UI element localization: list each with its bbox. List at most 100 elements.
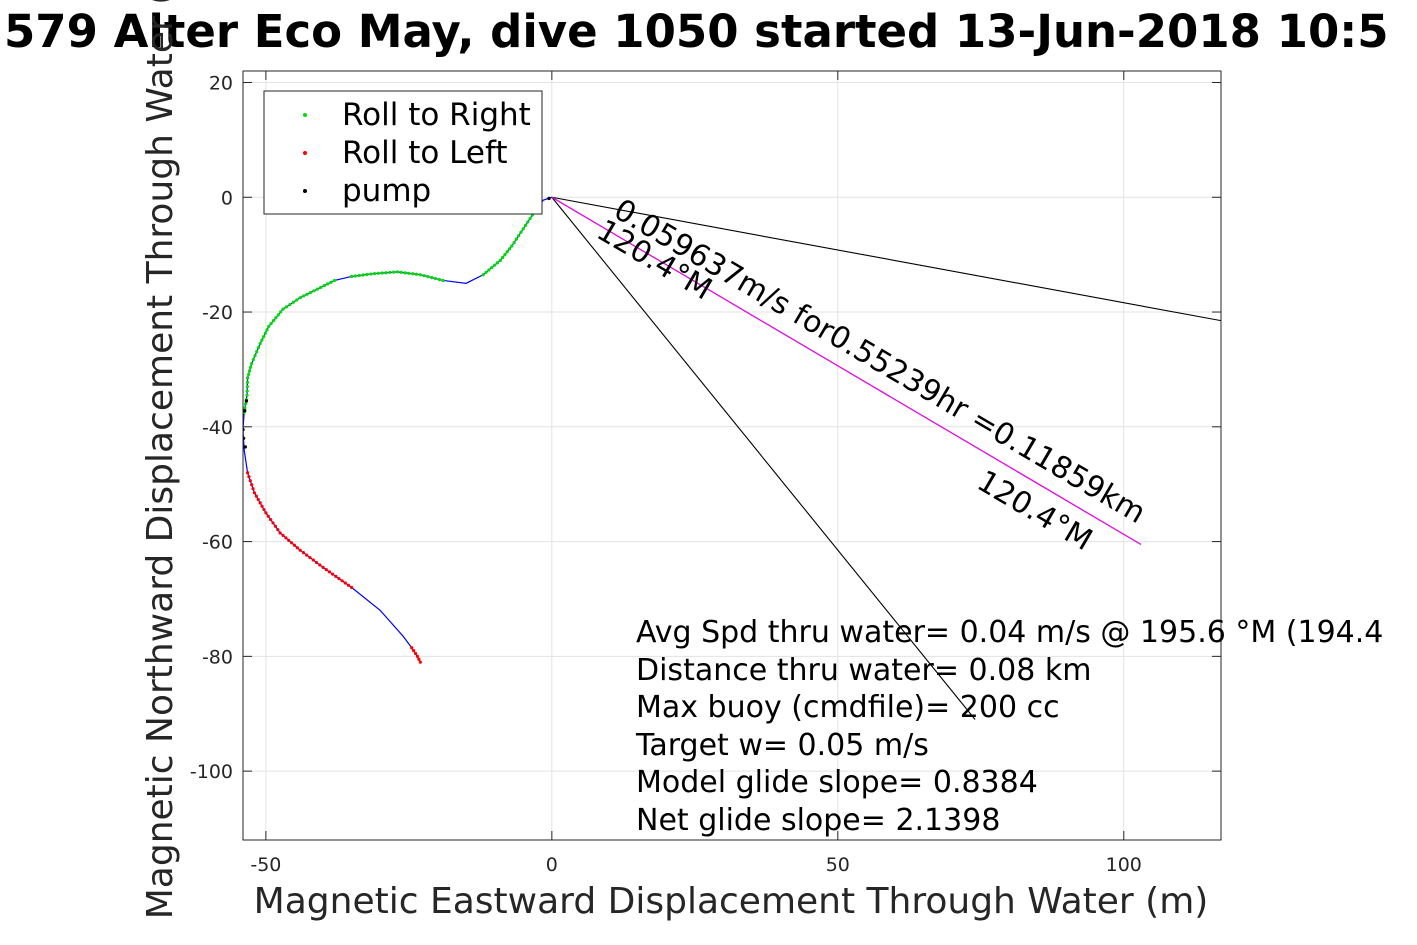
- roll-to-right-point: [484, 270, 488, 274]
- roll-to-right-point: [388, 270, 392, 275]
- reference-line: [551, 196, 1221, 322]
- stat-distance: Distance thru water= 0.08 km: [636, 653, 1091, 688]
- roll-to-left-point: [324, 568, 328, 572]
- stat-net-glide: Net glide slope= 2.1398: [636, 803, 1000, 838]
- legend: Roll to Right Roll to Left pump: [263, 90, 543, 215]
- roll-to-right-point: [510, 244, 514, 248]
- roll-to-right-point: [528, 216, 532, 221]
- roll-to-right-point: [505, 250, 509, 254]
- roll-to-left-point: [350, 585, 354, 590]
- plot-frame: [242, 70, 1222, 841]
- roll-to-right-point: [487, 268, 491, 272]
- roll-to-left-point: [273, 524, 278, 528]
- roll-to-right-point: [291, 300, 295, 304]
- roll-to-right-point: [380, 271, 384, 275]
- roll-to-left-point: [321, 565, 325, 570]
- roll-to-right-point: [295, 298, 299, 302]
- legend-label-roll-right: Roll to Right: [342, 97, 531, 133]
- roll-to-left-point: [331, 572, 335, 576]
- roll-to-right-point: [243, 402, 248, 406]
- roll-to-left-point: [415, 654, 420, 658]
- legend-marker-roll-left: [303, 151, 307, 155]
- stat-max-buoy: Max buoy (cmdfile)= 200 cc: [636, 690, 1060, 725]
- pump-point: [547, 196, 551, 201]
- roll-to-right-point: [357, 273, 361, 278]
- roll-to-right-point: [269, 321, 273, 326]
- legend-label-roll-left: Roll to Left: [342, 135, 508, 171]
- y-tick-label: -40: [202, 417, 233, 439]
- pump-point: [244, 399, 249, 403]
- roll-to-right-point: [501, 255, 505, 260]
- reference-line: [551, 196, 1142, 545]
- roll-to-right-point: [433, 276, 438, 281]
- roll-to-right-point: [399, 270, 403, 274]
- roll-to-right-point: [247, 369, 252, 373]
- y-tick-label: -20: [202, 302, 233, 324]
- roll-to-left-point: [276, 528, 280, 532]
- roll-to-left-point: [418, 660, 422, 664]
- roll-to-right-point: [322, 284, 326, 288]
- roll-to-left-point: [343, 581, 347, 585]
- roll-to-right-point: [526, 220, 530, 224]
- roll-to-left-point: [412, 649, 416, 653]
- roll-to-left-point: [278, 531, 282, 535]
- roll-to-right-point: [498, 258, 502, 262]
- roll-to-left-point: [346, 583, 351, 587]
- roll-to-right-point: [329, 280, 333, 284]
- roll-to-left-point: [260, 504, 264, 508]
- roll-to-left-point: [258, 501, 262, 505]
- roll-to-right-point: [271, 319, 276, 323]
- roll-to-left-point: [311, 558, 315, 562]
- roll-to-left-point: [308, 555, 312, 560]
- roll-to-left-point: [292, 543, 297, 547]
- roll-to-left-point: [295, 546, 299, 550]
- x-tick-label: 0: [546, 854, 558, 876]
- roll-to-right-point: [312, 289, 316, 293]
- roll-to-left-point: [318, 563, 322, 567]
- roll-to-right-point: [274, 316, 278, 320]
- roll-to-left-point: [264, 511, 268, 515]
- roll-to-right-point: [365, 272, 369, 277]
- roll-to-left-point: [271, 521, 275, 525]
- roll-to-right-point: [426, 275, 430, 279]
- legend-box: [263, 90, 543, 215]
- roll-to-right-point: [376, 271, 380, 275]
- pump-point: [243, 445, 247, 449]
- roll-to-left-point: [417, 657, 421, 661]
- stat-model-glide: Model glide slope= 0.8384: [636, 765, 1038, 800]
- roll-to-left-point: [410, 646, 414, 650]
- roll-to-left-point: [327, 570, 332, 574]
- y-tick-label: 0: [221, 187, 233, 209]
- roll-to-left-point: [314, 560, 319, 565]
- roll-to-right-point: [251, 358, 255, 362]
- roll-to-left-point: [301, 551, 306, 555]
- roll-to-right-point: [245, 385, 249, 389]
- roll-to-right-point: [288, 302, 292, 307]
- stats-block: Avg Spd thru water= 0.04 m/s @ 195.6 °M …: [635, 615, 1383, 838]
- roll-to-left-point: [298, 548, 302, 552]
- reference-lines: [551, 196, 1221, 720]
- roll-to-right-point: [407, 271, 411, 275]
- pump-points: [243, 196, 551, 449]
- roll-to-right-point: [372, 271, 377, 276]
- roll-to-right-point: [319, 285, 323, 289]
- roll-to-right-point: [255, 350, 259, 354]
- roll-to-right-point: [353, 274, 358, 278]
- roll-to-right-point: [514, 237, 518, 241]
- y-tick-labels: 20 0 -20 -40 -60 -80 -100: [190, 72, 233, 783]
- roll-to-right-point: [495, 261, 500, 265]
- tick-marks: [243, 71, 1221, 840]
- chart-title: 579 Alter Eco May, dive 1050 started 13-…: [4, 5, 1389, 58]
- roll-to-right-point: [523, 223, 528, 227]
- x-tick-labels: -50 0 50 100: [250, 854, 1142, 876]
- roll-to-right-point: [308, 290, 313, 295]
- legend-marker-pump: [303, 189, 307, 193]
- roll-to-right-point: [245, 380, 250, 384]
- roll-to-right-point: [441, 278, 445, 283]
- roll-to-left-point: [340, 579, 344, 583]
- roll-to-right-point: [422, 274, 426, 278]
- roll-to-right-point: [430, 275, 434, 280]
- x-tick-label: -50: [250, 854, 281, 876]
- y-tick-label: -80: [202, 646, 233, 668]
- roll-to-right-point: [437, 277, 441, 282]
